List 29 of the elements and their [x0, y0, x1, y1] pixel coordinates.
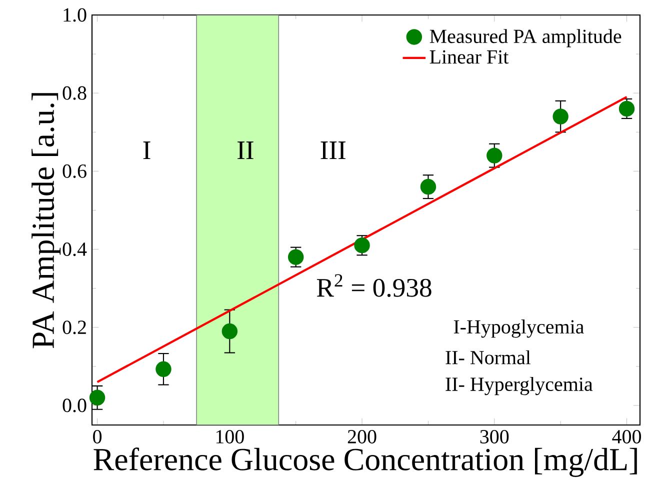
y-tick-label: 1.0	[64, 8, 86, 22]
point	[420, 178, 436, 195]
x-tick-label: 200	[348, 430, 376, 444]
point	[618, 100, 635, 117]
x-tick-label: 300	[480, 430, 509, 444]
x-tick-label: 0	[93, 430, 102, 444]
x-axis-title: Reference Glucose Concentration [mg/dL]	[94, 448, 637, 477]
annotation: III	[320, 142, 346, 160]
x-tick-label: 400	[612, 430, 642, 444]
point	[552, 108, 568, 124]
annotation: II- Hyperglycemia	[446, 376, 593, 396]
legend-label: Linear Fit	[430, 50, 509, 64]
annotation: R$^{2}$ = 0.938	[316, 274, 432, 297]
annotation: II	[238, 142, 254, 160]
y-tick-label: 0.4	[62, 242, 87, 256]
annotation: I	[143, 142, 150, 160]
y-tick-label: 0.0	[62, 398, 86, 412]
annotation: II- Normal	[446, 350, 531, 364]
y-tick-label: 0.6	[62, 164, 86, 178]
point	[156, 361, 172, 378]
y-tick-label: 0.8	[62, 86, 86, 100]
annotation: I-Hypoglycemia	[454, 320, 584, 338]
y-axis-title: PA Amplitude [a.u.]	[32, 93, 61, 348]
x-tick-label: 100	[216, 430, 244, 444]
point	[486, 148, 502, 164]
legend-label: Measured PA amplitude	[430, 29, 622, 48]
point	[222, 323, 238, 340]
y-tick-label: 0.2	[62, 320, 86, 334]
point	[89, 390, 106, 406]
